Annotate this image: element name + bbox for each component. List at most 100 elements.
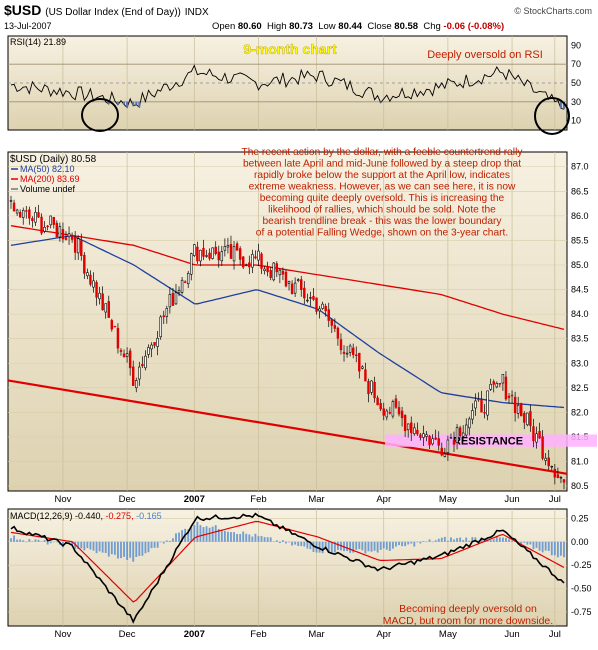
candle-body-180 [556, 474, 560, 478]
candle-body-82 [257, 250, 260, 261]
macd-hist-bar-175 [541, 541, 544, 553]
macd-hist-bar-60 [190, 526, 193, 542]
candle-body-11 [40, 216, 43, 234]
candle-body-103 [321, 303, 324, 309]
x-tick-label-top-9: Jul [549, 494, 561, 505]
macd-hist-bar-139 [431, 541, 434, 543]
macd-hist-bar-147 [456, 538, 458, 542]
candle-body-99 [309, 297, 312, 299]
macd-hist-bar-158 [489, 539, 492, 542]
candle-body-33 [107, 301, 110, 318]
candle-body-87 [272, 262, 275, 281]
macd-hist-bar-2 [13, 535, 15, 542]
candle-body-50 [159, 316, 162, 338]
macd-hist-bar-116 [361, 541, 364, 551]
macd-hist-bar-137 [425, 541, 428, 543]
candle-body-144 [446, 439, 450, 453]
candle-body-147 [455, 427, 459, 443]
macd-label: MACD(12,26,9) -0.440, -0.275, -0.165 [10, 511, 162, 521]
candle-body-136 [422, 433, 425, 438]
candle-body-104 [324, 305, 327, 312]
macd-hist-bar-54 [172, 538, 174, 542]
rsi-panel-bg [7, 35, 568, 131]
rsi-line [10, 64, 565, 110]
macd-hist-bar-96 [300, 541, 303, 547]
ohlc-summary: Open 80.60 High 80.73 Low 80.44 Close 80… [212, 21, 505, 32]
candle-body-47 [150, 344, 153, 350]
candle-body-166 [513, 396, 517, 414]
macd-hist-bar-85 [266, 537, 269, 542]
x-tick-label-top-4: Feb [250, 494, 266, 505]
candle-body-122 [379, 403, 382, 410]
candle-body-133 [413, 427, 416, 435]
candle-body-94 [293, 282, 297, 294]
candle-body-163 [504, 376, 508, 400]
macd-hist-bar-25 [83, 541, 86, 551]
candle-body-65 [205, 255, 208, 257]
candle-body-73 [229, 244, 233, 259]
macd-hist-bar-87 [272, 541, 275, 542]
candle-body-131 [406, 423, 410, 431]
x-tick-label-bottom-4: Feb [250, 629, 266, 640]
price-y-tick-3: 86.0 [571, 211, 589, 221]
macd-hist-bar-140 [434, 540, 437, 542]
candle-body-178 [550, 465, 554, 468]
candle-body-58 [183, 281, 187, 283]
macd-hist-bar-28 [92, 541, 95, 551]
candle-body-119 [370, 380, 373, 393]
macd-hist-bar-31 [101, 541, 104, 553]
macd-hist-bar-6 [25, 541, 28, 543]
macd-hist-bar-124 [385, 541, 388, 550]
macd-hist-bar-126 [391, 541, 394, 549]
candle-body-35 [113, 325, 117, 328]
macd-hist-bar-68 [214, 525, 217, 542]
candle-body-51 [162, 315, 165, 318]
commentary-line-6: likelihood of rallies, which should be s… [268, 205, 496, 216]
macd-hist-bar-150 [465, 537, 468, 542]
candle-body-95 [296, 279, 300, 281]
candle-body-98 [306, 299, 309, 302]
candle-body-128 [397, 407, 401, 415]
macd-hist-bar-74 [233, 532, 235, 542]
candle-body-145 [449, 437, 453, 439]
macd-hist-bar-15 [52, 541, 55, 543]
macd-hist-bar-90 [281, 540, 284, 542]
macd-hist-bar-38 [123, 541, 125, 557]
rsi-oversold-shading [107, 101, 565, 110]
price-y-tick-1: 87.0 [571, 162, 589, 172]
candle-body-24 [80, 240, 83, 256]
source-credit[interactable]: © StockCharts.com [514, 6, 592, 16]
candle-body-13 [46, 225, 49, 228]
candle-body-151 [468, 418, 471, 429]
commentary-line-4: extreme weakness. However, as we can see… [249, 182, 516, 193]
candle-body-31 [101, 293, 104, 311]
candle-body-15 [52, 216, 55, 225]
macd-hist-bar-133 [413, 541, 416, 547]
candle-body-93 [290, 283, 294, 294]
x-tick-label-bottom-5: Mar [308, 629, 324, 640]
macd-hist-bar-78 [245, 533, 248, 542]
candle-body-10 [37, 212, 40, 218]
legend-entry-3: Volume undef [20, 184, 76, 194]
candle-body-23 [76, 238, 80, 254]
candle-body-26 [86, 272, 89, 277]
macd-hist-bar-161 [498, 537, 501, 542]
macd-hist-bar-35 [113, 541, 116, 555]
legend-entry-1: MA(50) 82.10 [20, 164, 75, 174]
macd-hist-bar-153 [474, 537, 477, 542]
macd-hist-bar-51 [162, 541, 165, 544]
macd-hist-bar-8 [31, 541, 34, 542]
macd-hist-bar-37 [120, 541, 122, 559]
macd-hist-bar-144 [446, 540, 449, 542]
candle-body-78 [245, 264, 248, 266]
macd-hist-bar-67 [211, 526, 214, 542]
price-y-tick-13: 81.0 [571, 457, 589, 467]
macd-hist-bar-105 [327, 541, 330, 553]
x-tick-label-bottom-8: Jun [504, 629, 519, 640]
macd-hist-bar-66 [208, 527, 211, 542]
macd-hist-bar-40 [129, 541, 132, 558]
candle-body-141 [437, 438, 440, 446]
candle-body-142 [440, 447, 444, 456]
macd-hist-bar-16 [55, 541, 58, 543]
candle-body-88 [275, 263, 279, 273]
